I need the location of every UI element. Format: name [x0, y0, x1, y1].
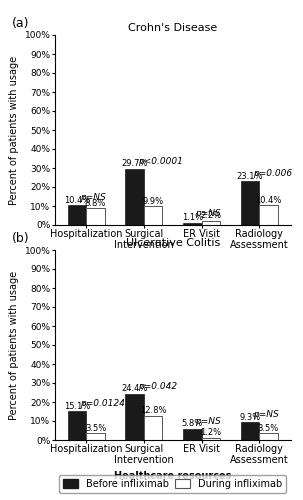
Bar: [125, 168, 144, 225]
Bar: [201, 221, 220, 225]
Bar: [259, 205, 278, 225]
Bar: [183, 223, 201, 225]
Text: 9.3%: 9.3%: [239, 413, 261, 422]
Text: p=0.042: p=0.042: [138, 382, 177, 391]
Text: 10.4%: 10.4%: [255, 196, 281, 204]
Text: 3.5%: 3.5%: [258, 424, 279, 433]
Text: 24.4%: 24.4%: [122, 384, 148, 393]
Text: (b): (b): [12, 232, 30, 245]
Bar: [201, 438, 220, 440]
Text: 10.4%: 10.4%: [64, 196, 90, 204]
Text: p<0.0001: p<0.0001: [138, 156, 182, 166]
Bar: [259, 434, 278, 440]
Text: 2.2%: 2.2%: [200, 211, 221, 220]
Bar: [241, 181, 259, 225]
Text: 5.8%: 5.8%: [182, 420, 203, 428]
X-axis label: Healthcare resources: Healthcare resources: [114, 256, 231, 266]
Text: p=NS: p=NS: [195, 209, 221, 218]
Text: p=0.006: p=0.006: [253, 170, 292, 178]
Bar: [144, 206, 162, 225]
Text: p=NS: p=NS: [253, 410, 278, 420]
Bar: [68, 205, 86, 225]
Text: 8.8%: 8.8%: [85, 198, 106, 207]
Bar: [125, 394, 144, 440]
Text: 9.9%: 9.9%: [142, 196, 164, 205]
Bar: [183, 429, 201, 440]
Y-axis label: Percent of patients with usage: Percent of patients with usage: [9, 56, 19, 204]
Text: 29.7%: 29.7%: [122, 159, 148, 168]
Text: p=NS: p=NS: [195, 417, 221, 426]
X-axis label: Healthcare resources: Healthcare resources: [114, 470, 231, 480]
Text: 1.2%: 1.2%: [200, 428, 221, 437]
Text: p=NS: p=NS: [80, 194, 106, 202]
Text: p=0.0124: p=0.0124: [80, 400, 125, 408]
Text: 3.5%: 3.5%: [85, 424, 106, 433]
Bar: [241, 422, 259, 440]
Legend: Before infliximab, During infliximab: Before infliximab, During infliximab: [59, 475, 286, 492]
Bar: [144, 416, 162, 440]
Text: 12.8%: 12.8%: [140, 406, 166, 415]
Text: 15.1%: 15.1%: [64, 402, 90, 410]
Text: (a): (a): [12, 17, 30, 30]
Y-axis label: Percent of patients with usage: Percent of patients with usage: [9, 270, 19, 420]
Title: Ulcerative Colitis: Ulcerative Colitis: [125, 238, 220, 248]
Title: Crohn's Disease: Crohn's Disease: [128, 23, 217, 33]
Text: 1.1%: 1.1%: [182, 214, 203, 222]
Bar: [68, 412, 86, 440]
Bar: [86, 208, 105, 225]
Text: 23.1%: 23.1%: [237, 172, 263, 180]
Bar: [86, 434, 105, 440]
